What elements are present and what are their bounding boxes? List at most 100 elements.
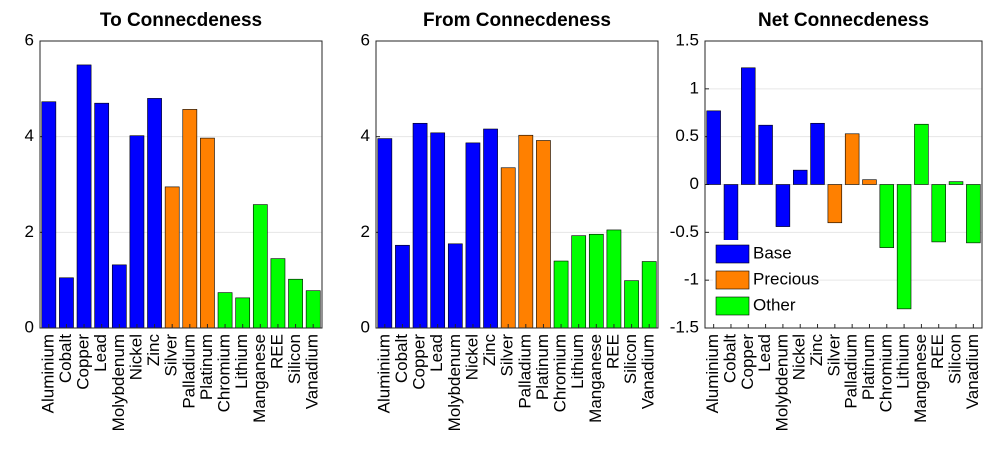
x-tick-label: Aluminium xyxy=(374,334,393,413)
x-tick-label: Palladium xyxy=(515,334,534,409)
bar xyxy=(641,261,657,329)
bar xyxy=(465,142,481,329)
bar xyxy=(129,135,145,329)
legend-label: Other xyxy=(753,295,796,314)
bar xyxy=(395,244,410,329)
chart-title: From Connecdeness xyxy=(423,10,611,31)
x-tick-label: Platinum xyxy=(533,334,552,400)
x-tick-label: Manganese xyxy=(911,334,930,423)
x-tick-label: REE xyxy=(267,334,286,369)
x-tick-label: Silver xyxy=(824,334,843,377)
bar xyxy=(862,179,877,185)
x-tick-label: Zinc xyxy=(807,334,826,367)
y-tick-label: -1 xyxy=(684,270,699,289)
bar xyxy=(412,122,428,329)
bar xyxy=(741,67,756,185)
x-tick-label: Lead xyxy=(427,334,446,372)
y-tick-label: 0.5 xyxy=(675,126,699,145)
x-tick-label: Copper xyxy=(410,334,429,390)
bar xyxy=(164,186,180,329)
x-tick-label: Vanadium xyxy=(303,334,322,409)
y-tick-label: -0.5 xyxy=(670,222,699,241)
axes-box xyxy=(704,40,983,329)
y-tick-label: 4 xyxy=(25,126,34,145)
x-tick-label: Silver xyxy=(162,334,181,377)
legend-label: Precious xyxy=(753,269,819,288)
x-tick-label: Silver xyxy=(498,334,517,377)
bar xyxy=(447,243,463,329)
bar xyxy=(792,169,808,185)
x-tick-label: Silicon xyxy=(621,334,640,384)
bar xyxy=(200,137,215,329)
y-tick-label: 6 xyxy=(25,30,34,49)
bar xyxy=(624,280,639,329)
bar xyxy=(217,292,233,329)
legend-swatch xyxy=(715,270,750,290)
y-tick-label: 6 xyxy=(361,30,370,49)
bar xyxy=(553,260,569,329)
x-tick-label: Lithium xyxy=(568,334,587,389)
legend-swatch xyxy=(715,244,750,264)
bar xyxy=(235,297,251,329)
x-tick-label: Platinum xyxy=(859,334,878,400)
y-tick-label: 0 xyxy=(25,317,34,336)
bar xyxy=(518,134,534,329)
bar xyxy=(59,277,74,329)
x-tick-label: Nickel xyxy=(790,334,809,380)
chart-title: Net Connecdeness xyxy=(758,10,929,31)
axes-box xyxy=(39,40,323,329)
x-tick-label: Manganese xyxy=(586,334,605,423)
x-tick-label: Nickel xyxy=(462,334,481,380)
x-tick-label: Chromium xyxy=(215,334,234,412)
bar xyxy=(914,123,929,185)
bar xyxy=(571,235,587,329)
bar xyxy=(41,101,57,329)
y-tick-label: 2 xyxy=(361,222,370,241)
bar xyxy=(430,132,446,329)
axes-box xyxy=(375,40,659,329)
x-tick-label: Lead xyxy=(91,334,110,372)
x-tick-label: Aluminium xyxy=(38,334,57,413)
bar xyxy=(758,124,773,185)
y-tick-label: 0 xyxy=(361,317,370,336)
bar xyxy=(810,122,825,185)
legend-label: Base xyxy=(753,243,792,262)
bar xyxy=(483,128,498,329)
x-tick-label: Molybdenum xyxy=(109,334,128,431)
x-tick-label: Molybdenum xyxy=(772,334,791,431)
bar xyxy=(606,229,622,329)
x-tick-label: Platinum xyxy=(197,334,216,400)
y-tick-label: 1 xyxy=(690,78,699,97)
x-tick-label: Chromium xyxy=(876,334,895,412)
bar xyxy=(76,64,92,329)
x-tick-label: Palladium xyxy=(842,334,861,409)
y-tick-label: 4 xyxy=(361,126,370,145)
bar xyxy=(270,258,286,329)
x-tick-label: REE xyxy=(928,334,947,369)
x-tick-label: Chromium xyxy=(551,334,570,412)
x-tick-label: Copper xyxy=(738,334,757,390)
x-tick-label: REE xyxy=(603,334,622,369)
bar xyxy=(147,98,162,329)
bar xyxy=(948,181,964,185)
x-tick-label: Lithium xyxy=(894,334,913,389)
x-tick-label: Nickel xyxy=(126,334,145,380)
x-tick-label: Lithium xyxy=(232,334,251,389)
bar xyxy=(879,184,895,248)
y-tick-label: -1.5 xyxy=(670,317,699,336)
x-tick-label: Lead xyxy=(755,334,774,372)
bar xyxy=(588,233,604,329)
y-tick-label: 0 xyxy=(690,174,699,193)
x-tick-label: Cobalt xyxy=(392,334,411,383)
x-tick-label: Molybdenum xyxy=(445,334,464,431)
bar xyxy=(723,184,739,250)
bar xyxy=(844,133,860,185)
bar xyxy=(931,184,946,243)
bar xyxy=(182,109,198,329)
x-tick-label: Silicon xyxy=(946,334,965,384)
chart-title: To Connecdeness xyxy=(100,10,262,31)
bar xyxy=(775,184,791,227)
x-tick-label: Aluminium xyxy=(703,334,722,413)
bar xyxy=(500,167,516,329)
bar xyxy=(896,184,912,310)
